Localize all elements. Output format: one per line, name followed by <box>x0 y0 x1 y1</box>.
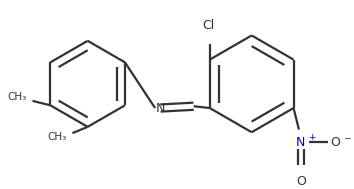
Text: O: O <box>296 175 306 188</box>
Text: Cl: Cl <box>202 19 214 32</box>
Text: O: O <box>330 136 340 149</box>
Text: N: N <box>156 101 165 115</box>
Text: +: + <box>308 133 315 142</box>
Text: −: − <box>343 133 350 142</box>
Text: CH₃: CH₃ <box>47 132 66 142</box>
Text: CH₃: CH₃ <box>7 92 26 102</box>
Text: N: N <box>296 136 306 149</box>
